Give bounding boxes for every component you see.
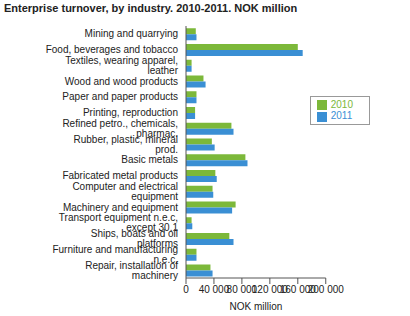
svg-text:Food, beverages and tobacco: Food, beverages and tobacco	[46, 44, 179, 55]
svg-text:Computer and electricalequipme: Computer and electricalequipment	[72, 181, 178, 202]
svg-text:Mining and quarrying: Mining and quarrying	[85, 28, 178, 39]
svg-text:Repair, installation ofmachine: Repair, installation ofmachinery	[85, 260, 178, 281]
svg-text:0: 0	[183, 284, 189, 295]
svg-text:Paper and paper products: Paper and paper products	[62, 91, 178, 102]
svg-text:Wood and wood products: Wood and wood products	[65, 76, 178, 87]
svg-text:Rubber, plastic, mineralprod.: Rubber, plastic, mineralprod.	[74, 134, 179, 155]
svg-text:Machinery and equipment: Machinery and equipment	[63, 202, 178, 213]
svg-text:Textiles, wearing apparel,leat: Textiles, wearing apparel,leather	[65, 55, 179, 76]
svg-text:NOK million: NOK million	[229, 301, 282, 312]
svg-text:Basic metals: Basic metals	[121, 154, 178, 165]
svg-text:Printing, reproduction: Printing, reproduction	[83, 107, 178, 118]
svg-text:200 000: 200 000	[308, 284, 345, 295]
svg-text:40 000: 40 000	[199, 284, 230, 295]
svg-text:Fabricated metal products: Fabricated metal products	[62, 170, 178, 181]
